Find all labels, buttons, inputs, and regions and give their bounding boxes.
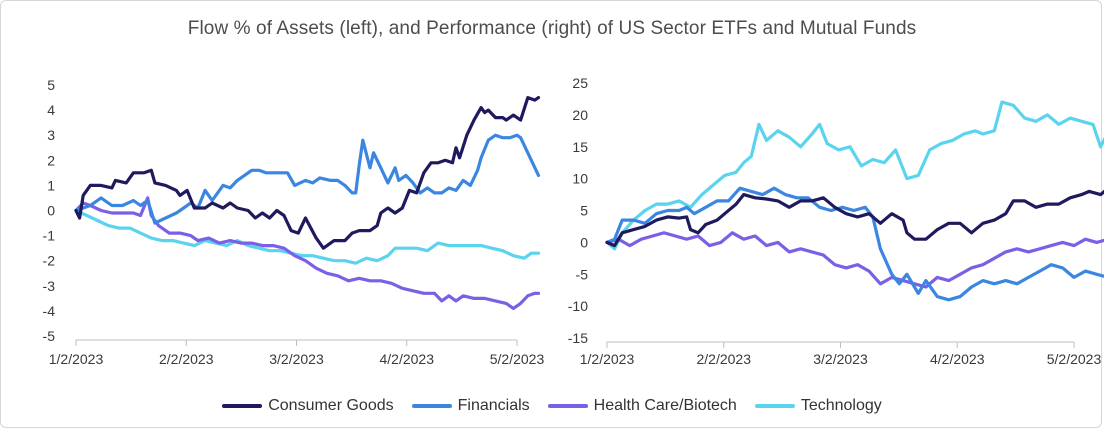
legend-item-health-care-biotech: Health Care/Biotech	[547, 397, 737, 415]
x-tick-label: 2/2/2023	[697, 351, 752, 367]
series-line-consumer-goods	[74, 96, 541, 250]
y-tick-label: -5	[43, 328, 56, 344]
legend-item-technology: Technology	[754, 397, 882, 415]
y-tick-label: 15	[572, 139, 588, 155]
series-line-health-care-biotech	[74, 196, 541, 310]
series-line-financials	[605, 186, 1104, 302]
y-tick-label: 3	[47, 127, 55, 143]
x-tick-label: 4/2/2023	[380, 351, 435, 367]
y-tick-label: 25	[572, 75, 588, 91]
y-tick-label: -10	[568, 298, 588, 314]
series-line-health-care-biotech	[605, 231, 1104, 289]
x-tick-label: 1/2/2023	[580, 351, 635, 367]
legend-label: Technology	[800, 397, 882, 414]
legend-label: Consumer Goods	[268, 397, 394, 414]
legend-swatch	[222, 404, 263, 408]
legend-item-financials: Financials	[411, 397, 530, 415]
legend-swatch	[754, 404, 795, 408]
legend-swatch	[547, 404, 588, 408]
series-line-financials	[74, 133, 541, 225]
x-tick-label: 5/2/2023	[490, 351, 545, 367]
y-tick-label: -5	[576, 266, 589, 282]
legend-label: Financials	[457, 397, 530, 414]
y-tick-label: 2	[47, 152, 55, 168]
left-chart-flow-pct-assets: 5 4 3 2 1 0 -1 -2 -3 -4 -5 1/2/2023 2/2/2023 3/2/2023…	[43, 77, 545, 367]
legend-label: Health Care/Biotech	[593, 397, 737, 414]
y-tick-label: 5	[580, 203, 588, 219]
y-tick-label: -2	[43, 253, 56, 269]
legend-item-consumer-goods: Consumer Goods	[222, 397, 394, 415]
y-tick-label: 20	[572, 107, 588, 123]
y-tick-label: -1	[43, 228, 56, 244]
y-tick-label: 0	[580, 234, 588, 250]
x-tick-label: 2/2/2023	[159, 351, 214, 367]
legend-swatch	[411, 404, 452, 408]
y-tick-label: 0	[47, 203, 55, 219]
x-tick-label: 4/2/2023	[930, 351, 985, 367]
x-tick-label: 3/2/2023	[813, 351, 868, 367]
y-tick-label: -15	[568, 330, 588, 346]
y-tick-label: -4	[43, 303, 56, 319]
legend: Consumer Goods Financials Health Care/Bi…	[0, 397, 1104, 415]
series-line-consumer-goods	[605, 189, 1104, 248]
y-tick-label: 4	[47, 102, 55, 118]
right-chart-performance: 25 20 15 10 5 0 -5 -10 -15 1/2/2023 2/2/2023 3/2/20…	[568, 75, 1104, 367]
x-tick-label: 3/2/2023	[269, 351, 324, 367]
y-tick-label: 10	[572, 171, 588, 187]
x-tick-label: 5/2/2023	[1047, 351, 1102, 367]
series-line-technology	[605, 100, 1104, 251]
series-line-technology	[74, 208, 541, 265]
chart-title: Flow % of Assets (left), and Performance…	[187, 18, 917, 39]
y-tick-label: 1	[47, 177, 55, 193]
y-tick-label: -3	[43, 278, 56, 294]
x-tick-label: 1/2/2023	[49, 351, 104, 367]
y-tick-label: 5	[47, 77, 55, 93]
